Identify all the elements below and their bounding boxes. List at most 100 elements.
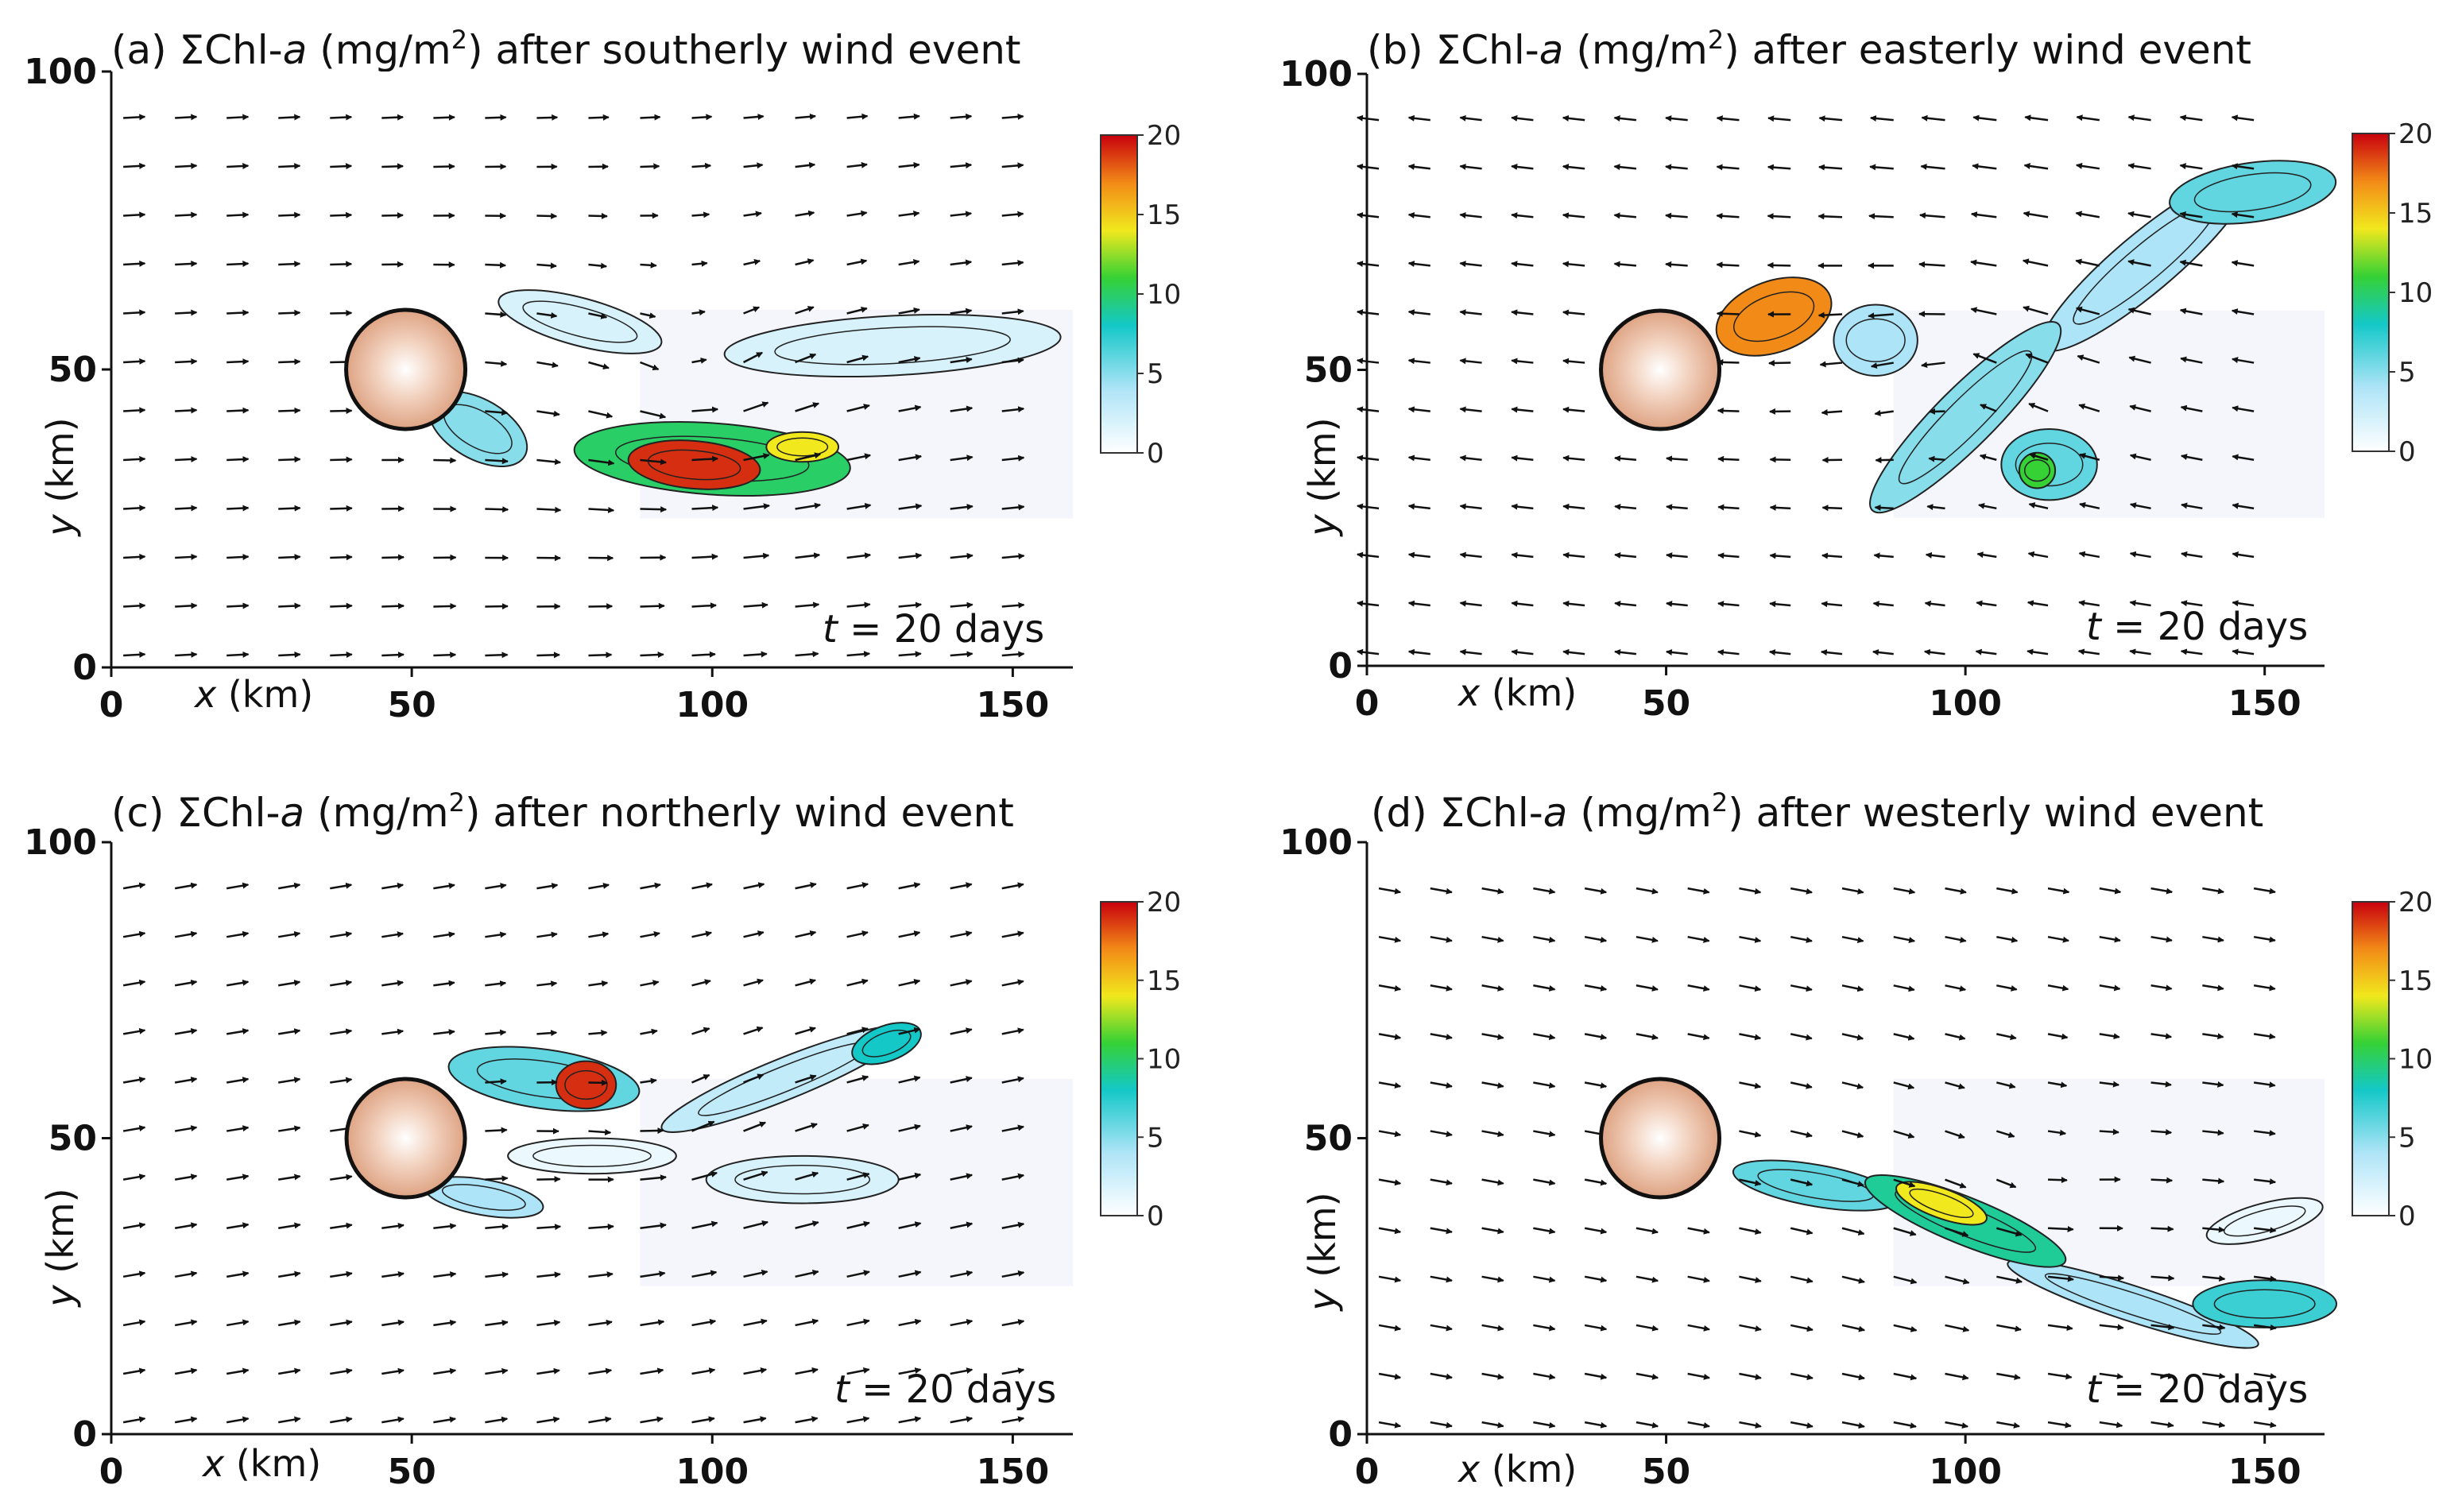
velocity-arrow	[2129, 648, 2151, 655]
velocity-arrow	[2202, 1275, 2226, 1282]
velocity-arrow	[1562, 164, 1585, 171]
velocity-arrow	[122, 930, 146, 938]
velocity-arrow	[536, 1320, 561, 1327]
velocity-arrow	[846, 1416, 870, 1424]
velocity-arrow	[2179, 259, 2203, 267]
velocity-arrow	[1687, 887, 1710, 895]
velocity-arrow	[950, 1124, 973, 1132]
velocity-arrow	[122, 1416, 146, 1424]
velocity-arrow	[381, 1367, 405, 1375]
velocity-arrow	[278, 1077, 301, 1084]
panel-a-x-axis-label: x (km)	[193, 673, 313, 716]
velocity-arrow	[640, 1367, 664, 1375]
panel-d-plot: 0 50 100 150 0 50 100	[1279, 822, 2338, 1492]
velocity-arrow	[1584, 887, 1608, 895]
velocity-arrow	[950, 1318, 974, 1327]
velocity-arrow	[2099, 1081, 2120, 1088]
velocity-arrow	[2047, 1129, 2067, 1136]
velocity-arrow	[278, 930, 301, 938]
velocity-arrow	[1407, 551, 1430, 559]
velocity-arrow	[2231, 163, 2255, 170]
velocity-arrow	[1001, 1173, 1025, 1181]
velocity-arrow	[1533, 887, 1556, 895]
velocity-arrow	[278, 554, 301, 561]
velocity-arrow	[898, 356, 921, 364]
velocity-arrow	[330, 114, 353, 121]
panel-d-x-axis-label: x (km)	[1457, 1448, 1577, 1491]
velocity-arrow	[1430, 1421, 1453, 1429]
velocity-arrow	[1378, 935, 1402, 943]
velocity-arrow	[898, 503, 923, 510]
velocity-arrow	[2129, 600, 2151, 607]
velocity-arrow	[2253, 935, 2276, 943]
velocity-arrow	[1821, 601, 1843, 608]
panel-a: (a) ΣChl-a (mg/m2) after southerly wind …	[24, 25, 1181, 725]
velocity-arrow	[2099, 935, 2121, 943]
velocity-arrow	[174, 1174, 198, 1181]
velocity-arrow	[795, 552, 821, 559]
chl-contour	[1898, 350, 2033, 485]
velocity-arrow	[1687, 1227, 1710, 1235]
velocity-arrow	[122, 1125, 146, 1132]
velocity-arrow	[1923, 648, 1945, 655]
velocity-arrow	[1356, 648, 1380, 655]
x-tick-label: 50	[388, 1452, 436, 1492]
velocity-arrow	[1665, 212, 1688, 219]
velocity-arrow	[2253, 1033, 2276, 1040]
velocity-arrow	[175, 455, 198, 462]
velocity-arrow	[1459, 309, 1482, 316]
y-tick-label: 50	[48, 350, 97, 390]
velocity-arrow	[1739, 1178, 1762, 1186]
velocity-arrow	[1378, 1372, 1402, 1380]
velocity-arrow	[2099, 1421, 2123, 1429]
velocity-arrow	[1001, 113, 1024, 120]
velocity-arrow	[1378, 1275, 1402, 1283]
velocity-arrow	[1481, 1227, 1504, 1235]
velocity-arrow	[743, 1367, 768, 1375]
velocity-arrow	[2202, 1178, 2225, 1185]
velocity-arrow	[588, 980, 609, 987]
velocity-arrow	[485, 1078, 507, 1085]
velocity-arrow	[1430, 1324, 1453, 1332]
colorbar-tick-label: 10	[2398, 1044, 2433, 1076]
velocity-arrow	[381, 554, 405, 561]
velocity-arrow	[1972, 114, 1997, 122]
x-tick-label: 150	[976, 1452, 1049, 1492]
velocity-arrow	[1739, 1033, 1762, 1041]
velocity-arrow	[1356, 551, 1380, 559]
velocity-arrow	[846, 404, 870, 412]
velocity-arrow	[2127, 163, 2151, 170]
velocity-arrow	[795, 161, 816, 168]
velocity-arrow	[330, 408, 353, 415]
velocity-arrow	[1841, 1081, 1864, 1090]
velocity-arrow	[226, 114, 250, 121]
velocity-arrow	[381, 212, 404, 219]
velocity-arrow	[226, 1319, 250, 1327]
velocity-arrow	[1459, 600, 1482, 607]
velocity-arrow	[2150, 887, 2174, 895]
velocity-arrow	[381, 1416, 405, 1424]
velocity-arrow	[1875, 457, 1894, 464]
colorbar-tick-label: 10	[2398, 277, 2433, 309]
velocity-arrow	[1739, 935, 1762, 943]
velocity-arrow	[123, 602, 146, 609]
velocity-arrow	[950, 1416, 974, 1424]
velocity-arrow	[278, 1174, 301, 1181]
velocity-arrow	[950, 357, 973, 364]
velocity-arrow	[2253, 1421, 2277, 1429]
colorbar-tick-label: 15	[1147, 199, 1181, 231]
velocity-arrow	[1687, 935, 1710, 943]
velocity-arrow	[123, 553, 146, 560]
chl-contour	[734, 1165, 871, 1195]
velocity-arrow	[1739, 1324, 1762, 1332]
velocity-arrow	[1666, 601, 1688, 608]
velocity-arrow	[278, 882, 301, 890]
velocity-arrow	[226, 1174, 250, 1181]
chl-contour	[774, 326, 1011, 365]
velocity-arrow	[1769, 601, 1791, 608]
velocity-arrow	[123, 651, 146, 658]
island-marker	[1599, 308, 1722, 431]
velocity-arrow	[795, 1416, 819, 1424]
velocity-arrow	[2232, 600, 2255, 607]
velocity-arrow	[433, 1319, 457, 1327]
